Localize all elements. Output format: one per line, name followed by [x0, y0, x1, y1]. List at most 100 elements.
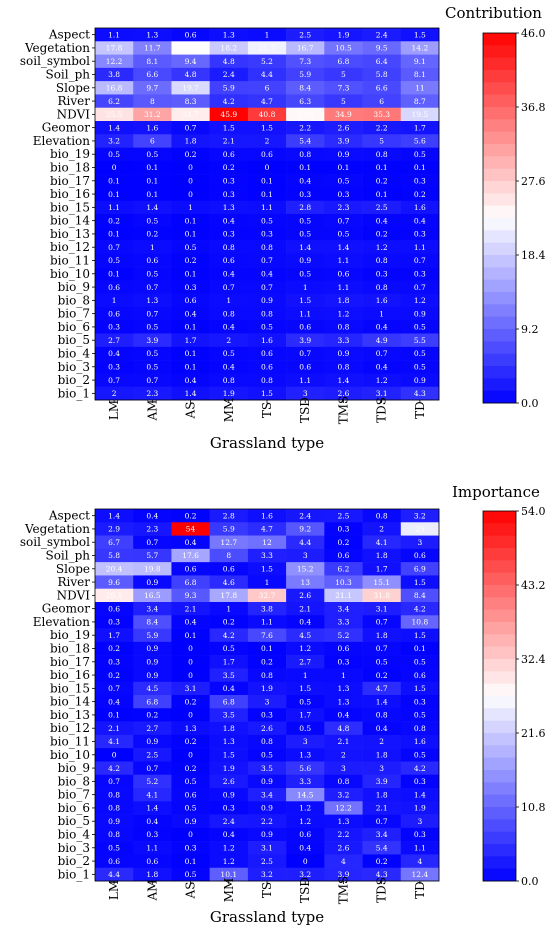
heatmap-cell: [400, 160, 440, 175]
cell-value-label: 4.2: [223, 97, 235, 106]
heatmap-cell: [400, 867, 440, 882]
cell-value-label: 2.2: [337, 830, 349, 839]
cell-value-label: 1.2: [376, 243, 388, 252]
heatmap-cell: [171, 509, 210, 523]
cell-value-label: 3.2: [299, 870, 311, 879]
cell-value-label: 1.8: [337, 296, 349, 305]
heatmap-cell: [400, 41, 440, 55]
heatmap-cell: [171, 854, 210, 869]
heatmap-cell: [286, 174, 325, 188]
cell-value-label: 0.2: [185, 511, 197, 520]
heatmap-cell: [95, 814, 134, 829]
heatmap-cell: [324, 681, 363, 696]
cell-value-label: 0.9: [146, 671, 158, 680]
cell-value-label: 0.6: [108, 857, 120, 866]
colorbar-band: [483, 523, 516, 537]
heatmap-cell: [400, 187, 440, 202]
cell-value-label: 0.2: [185, 256, 197, 265]
row-label: bio_5: [58, 333, 90, 347]
cell-value-label: 3: [417, 817, 422, 826]
heatmap-cell: [133, 814, 172, 829]
cell-value-label: 0.1: [261, 644, 273, 653]
cell-value-label: 2.2: [376, 123, 388, 132]
heatmap-cell: [324, 827, 363, 842]
heatmap-cell: [400, 548, 440, 563]
heatmap-cell: [286, 588, 325, 603]
cell-value-label: 0.3: [108, 618, 120, 627]
cell-value-label: 15.2: [297, 564, 314, 573]
cell-value-label: 2.5: [337, 511, 349, 520]
cell-value-label: 1.3: [337, 697, 349, 706]
cell-value-label: 2.2: [299, 123, 311, 132]
cell-value-label: 1: [265, 30, 270, 39]
heatmap-cell: [362, 94, 402, 109]
heatmap-cell: [133, 160, 172, 175]
cell-value-label: 8.7: [414, 97, 426, 106]
heatmap-cell: [95, 721, 134, 736]
heatmap-cell: [95, 94, 134, 109]
cell-value-label: 0.5: [261, 323, 273, 332]
colorbar-band: [483, 733, 516, 746]
heatmap-cell: [171, 721, 210, 736]
heatmap-cell: [400, 562, 440, 576]
heatmap-cell: [95, 681, 134, 696]
row-label: Vegetation: [24, 41, 90, 55]
cell-value-label: 1.4: [108, 511, 120, 520]
cell-value-label: 5.4: [299, 137, 311, 146]
cell-value-label: 4.5: [299, 631, 311, 640]
heatmap-cell: [133, 655, 172, 669]
heatmap-cell: [362, 628, 402, 643]
heatmap-cell: [95, 386, 134, 401]
cell-value-label: 0.7: [299, 349, 311, 358]
heatmap-cell: [324, 668, 363, 683]
column-label: MM: [222, 398, 236, 423]
heatmap-cell: [362, 320, 402, 334]
heatmap-cell: [209, 562, 249, 576]
cell-value-label: 0.2: [223, 618, 235, 627]
heatmap-cell: [95, 562, 134, 576]
heatmap-cell: [362, 867, 402, 882]
heatmap-cell: [362, 827, 402, 842]
row-label: Geomor: [42, 602, 91, 616]
heatmap-cell: [133, 94, 172, 109]
heatmap-cell: [362, 200, 402, 215]
cell-value-label: 1.2: [299, 644, 311, 653]
cell-value-label: 3.9: [337, 137, 349, 146]
heatmap-cell: [95, 240, 134, 255]
cell-value-label: 3.1: [376, 604, 388, 613]
colorbar-band: [483, 548, 516, 561]
heatmap-cell: [133, 562, 172, 576]
heatmap-cell: [209, 681, 249, 696]
colorbar-band: [483, 646, 516, 660]
cell-value-label: 0.5: [299, 269, 311, 278]
cell-value-label: 6.2: [337, 564, 349, 573]
heatmap-cell: [209, 721, 249, 736]
cell-value-label: 1: [188, 203, 193, 212]
heatmap-cell: [247, 41, 287, 55]
cell-value-label: 0.7: [337, 216, 349, 225]
cell-value-label: 4.6: [223, 578, 235, 587]
row-label: bio_16: [50, 668, 90, 682]
heatmap-cell: [95, 668, 134, 683]
heatmap-cell: [133, 509, 172, 523]
heatmap-cell: [247, 748, 287, 762]
heatmap-cell: [400, 346, 440, 361]
cell-value-label: 0.5: [108, 150, 120, 159]
cell-value-label: 12.7: [220, 538, 237, 547]
cell-value-label: 0.8: [261, 737, 273, 746]
cell-value-label: 1.3: [337, 684, 349, 693]
cell-value-label: 1.7: [108, 631, 120, 640]
cell-value-label: 4.4: [261, 70, 273, 79]
heatmap-cell: [286, 54, 325, 69]
heatmap-cell: [400, 360, 440, 374]
heatmap-cell: [247, 160, 287, 175]
heatmap-cell: [209, 628, 249, 643]
heatmap-cell: [400, 854, 440, 869]
heatmap-cell: [209, 67, 249, 82]
heatmap-cell: [324, 774, 363, 789]
heatmap-cell: [95, 867, 134, 882]
cell-value-label: 0: [188, 163, 193, 172]
cell-value-label: 0.7: [108, 777, 120, 786]
cell-value-label: 3: [265, 697, 270, 706]
